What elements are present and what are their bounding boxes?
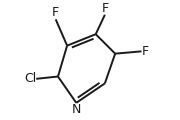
Text: F: F xyxy=(141,45,149,58)
Text: F: F xyxy=(101,2,108,15)
Text: F: F xyxy=(52,6,59,19)
Text: N: N xyxy=(72,103,81,116)
Text: Cl: Cl xyxy=(24,72,36,85)
